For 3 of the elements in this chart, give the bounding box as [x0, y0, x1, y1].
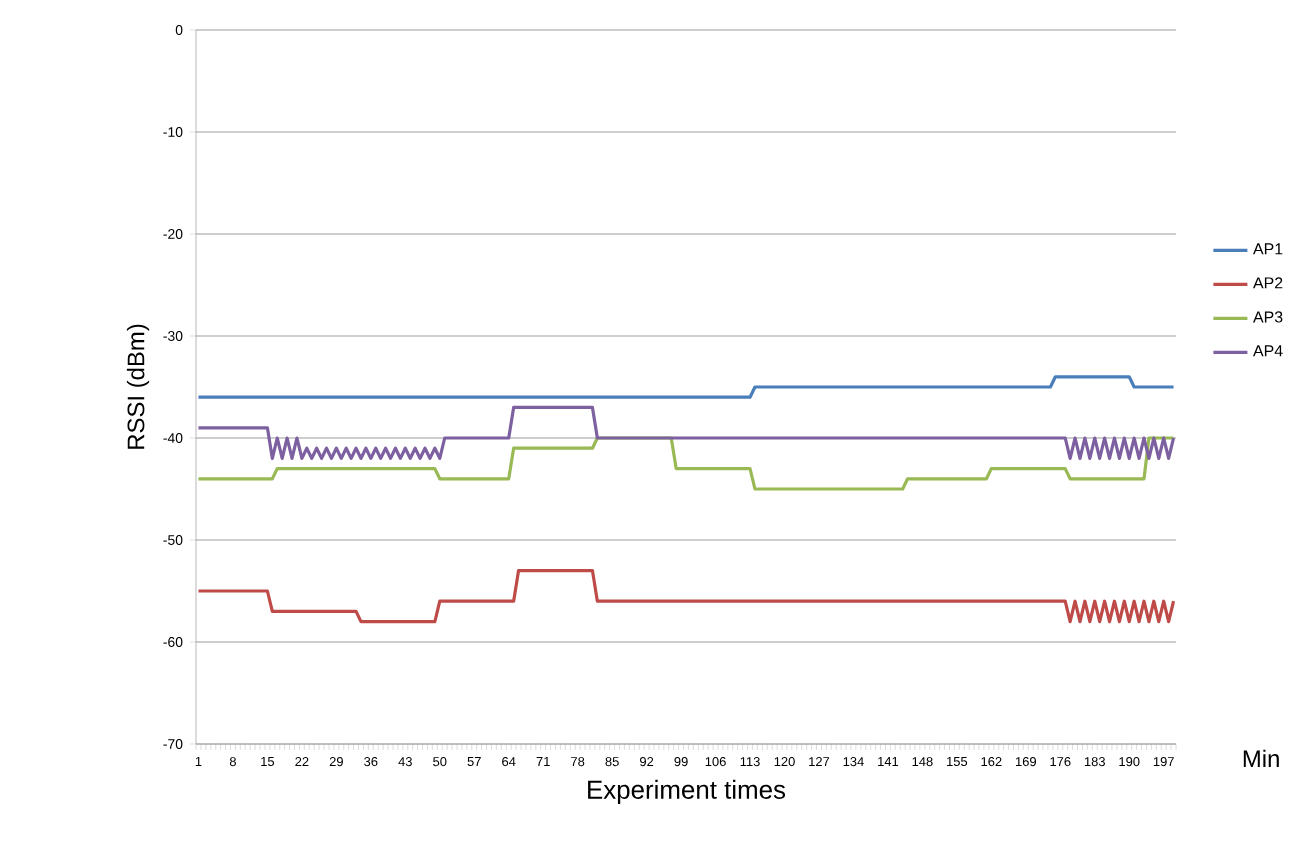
x-axis-title: Experiment times: [588, 779, 786, 805]
y-axis-title: RSSI (dBm): [126, 324, 150, 449]
text: Min: [1243, 749, 1279, 767]
